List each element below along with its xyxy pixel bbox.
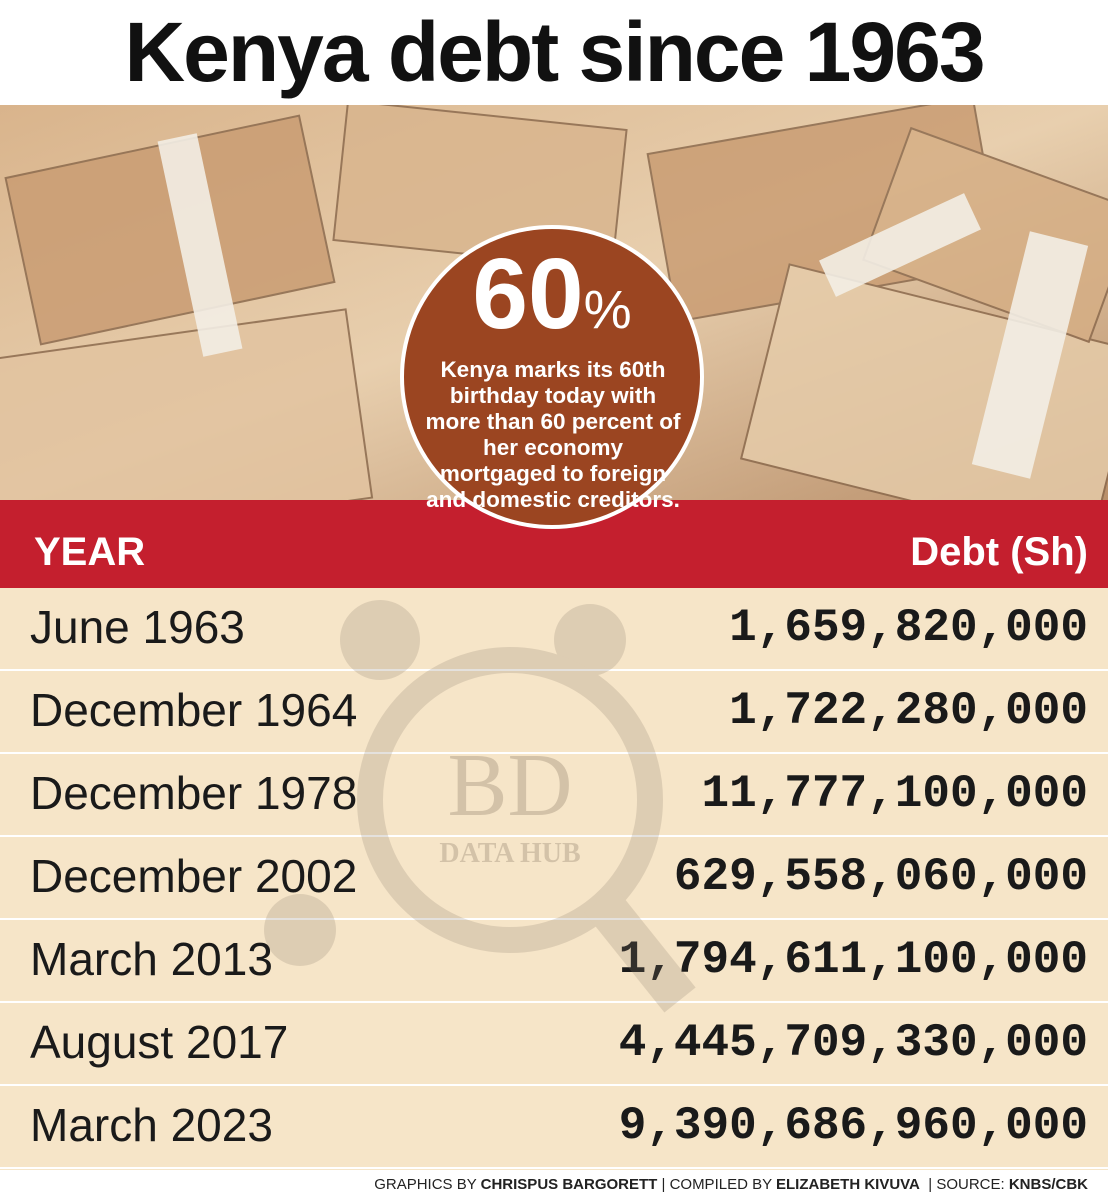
table-row: December 2002 629,558,060,000 [0,837,1108,920]
figure-number: 60 [472,238,584,350]
year-cell: June 1963 [30,601,245,653]
column-header: Debt (Sh) [910,530,1088,574]
debt-cell: 11,777,100,000 [701,768,1088,820]
footer-credit: CHRISPUS BARGORETT [480,1176,658,1193]
figure-unit: % [583,280,632,340]
debt-cell: 4,445,709,330,000 [618,1017,1088,1069]
year-cell: August 2017 [30,1016,289,1068]
table-row: December 1964 1,722,280,000 [0,671,1108,754]
debt-cell: 9,390,686,960,000 [618,1100,1088,1152]
table-body: June 1963 1,659,820,000 December 1964 1,722… [0,588,1108,1170]
debt-cell: 1,722,280,000 [729,685,1088,737]
table-row: June 1963 1,659,820,000 [0,588,1108,671]
watermark-tagline: DATA HUB [439,838,580,869]
footer: GRAPHICS BY CHRISPUS BARGORETT | COMPILE… [374,1176,1088,1193]
footer-label: | SOURCE: [928,1176,1005,1193]
footer-credit: ELIZABETH KIVUVA [776,1176,920,1193]
table-row: December 1978 11,777,100,000 [0,754,1108,837]
table-row: March 2023 9,390,686,960,000 [0,1086,1108,1169]
year-cell: December 1978 [30,767,358,819]
footer-source: KNBS/CBK [1008,1176,1088,1193]
watermark: BD DATA HUB [264,600,696,1013]
money-photo [0,105,1108,500]
footer-label: | COMPILED BY [661,1176,772,1193]
column-header: YEAR [34,530,146,574]
title: Kenya debt since 1963 [124,5,985,99]
year-cell: March 2023 [30,1099,273,1151]
watermark-logo: BD [447,736,572,835]
callout: 60% Kenya marks its 60th birthday today … [400,225,704,529]
table-row: March 2013 1,794,611,100,000 [0,920,1108,1003]
callout-text: Kenya marks its 60th birthday today with… [425,357,681,512]
table-row: August 2017 4,445,709,330,000 [0,1003,1108,1086]
debt-cell: 1,659,820,000 [729,602,1088,654]
footer-label: GRAPHICS BY [374,1176,477,1193]
year-cell: December 2002 [30,850,358,902]
debt-cell: 629,558,060,000 [673,851,1088,903]
callout-figure: 60% [404,237,700,352]
debt-cell: 1,794,611,100,000 [618,934,1088,986]
year-cell: March 2013 [30,933,273,985]
year-cell: December 1964 [30,684,358,736]
